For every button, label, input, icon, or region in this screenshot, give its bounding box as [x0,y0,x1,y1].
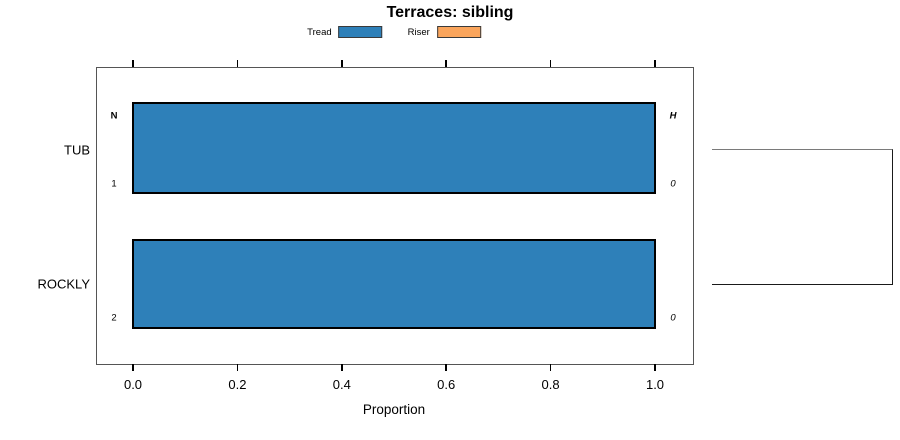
value-h-rockly: 0 [670,312,676,324]
x-tick-label: 1.0 [645,377,665,392]
x-tick-bottom [549,364,552,371]
sibling-bracket [712,149,893,285]
value-n-tub: 1 [111,178,117,190]
x-tick-bottom [132,364,134,371]
column-header-h: H [669,110,677,122]
x-tick-label: 0.8 [541,377,560,392]
bar-tread-tub [132,102,656,194]
x-tick-label: 0.2 [228,377,247,392]
x-tick-top [654,60,656,67]
legend-item-tread: Tread [307,26,383,38]
legend-label-tread: Tread [307,26,332,38]
y-axis-label-tub: TUB [64,142,90,158]
x-tick-top [341,60,343,67]
x-tick-bottom [341,364,343,371]
x-tick-bottom [445,364,447,371]
x-tick-label: 0.6 [437,377,456,392]
x-tick-top [132,60,134,67]
x-tick-bottom [236,364,239,371]
x-tick-top [445,60,447,67]
x-tick-bottom [654,364,656,371]
legend-item-riser: Riser [408,26,481,38]
column-header-n: N [110,110,118,122]
x-tick-label: 0.0 [123,377,143,392]
value-h-tub: 0 [670,178,676,190]
x-axis-title: Proportion [362,402,426,417]
tread-color-swatch [338,26,383,38]
chart-title: Terraces: sibling [386,4,514,21]
x-tick-top [549,60,552,67]
value-n-rockly: 2 [111,312,117,324]
legend: Tread Riser [307,26,481,38]
y-axis-label-rockly: ROCKLY [37,276,91,292]
bar-tread-rockly [132,239,656,329]
x-tick-top [236,60,239,67]
riser-color-swatch [436,26,481,38]
legend-label-riser: Riser [407,26,430,38]
x-tick-label: 0.4 [332,377,351,392]
